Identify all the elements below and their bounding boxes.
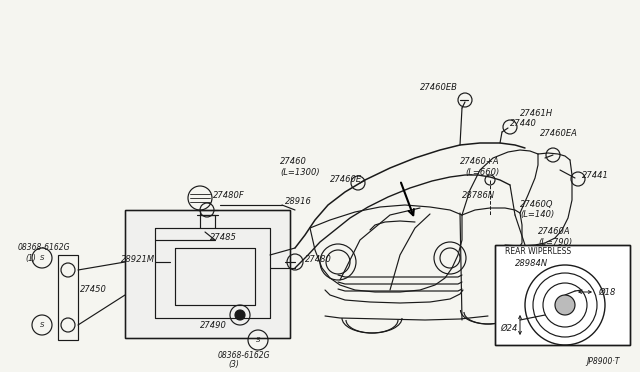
Text: 08368-6162G: 08368-6162G (18, 244, 70, 253)
Text: (3): (3) (228, 360, 239, 369)
Text: (L=790): (L=790) (538, 237, 572, 247)
Text: S: S (40, 322, 44, 328)
Text: 27460EB: 27460EB (420, 83, 458, 93)
Text: Ø18: Ø18 (598, 288, 616, 296)
Bar (495, 245, 630, 345)
Bar (58, 255, 78, 340)
Bar (125, 210, 290, 338)
Text: 27440: 27440 (510, 119, 537, 128)
Text: 28984N: 28984N (515, 259, 548, 267)
Text: (L=1300): (L=1300) (280, 167, 319, 176)
Text: 27460Q: 27460Q (520, 201, 554, 209)
Text: JP8900·T: JP8900·T (587, 357, 620, 366)
Text: (L=140): (L=140) (520, 211, 554, 219)
Text: 27480F: 27480F (213, 192, 244, 201)
Bar (125, 210, 290, 338)
Text: 28921M: 28921M (121, 256, 155, 264)
Text: 27460EA: 27460EA (540, 128, 578, 138)
Bar (495, 245, 630, 345)
Circle shape (235, 310, 245, 320)
Text: 27480: 27480 (305, 256, 332, 264)
Text: 27490: 27490 (200, 321, 227, 330)
Text: S: S (256, 337, 260, 343)
Text: S: S (40, 255, 44, 261)
Text: REAR WIPERLESS: REAR WIPERLESS (505, 247, 571, 257)
Text: 27450: 27450 (80, 285, 107, 295)
Text: 27460E: 27460E (330, 176, 362, 185)
Text: (L=660): (L=660) (465, 167, 499, 176)
Text: Ø24: Ø24 (500, 324, 517, 333)
Text: 27460: 27460 (280, 157, 307, 167)
Text: 08368-6162G: 08368-6162G (218, 350, 271, 359)
Text: 27461H: 27461H (520, 109, 553, 118)
Text: (1): (1) (25, 253, 36, 263)
Text: 27485: 27485 (210, 234, 237, 243)
Text: 27441: 27441 (582, 170, 609, 180)
Circle shape (555, 295, 575, 315)
Text: 27460A: 27460A (538, 228, 571, 237)
Text: 28916: 28916 (285, 198, 312, 206)
Text: 28786N: 28786N (462, 190, 495, 199)
Text: 27460+A: 27460+A (460, 157, 500, 167)
